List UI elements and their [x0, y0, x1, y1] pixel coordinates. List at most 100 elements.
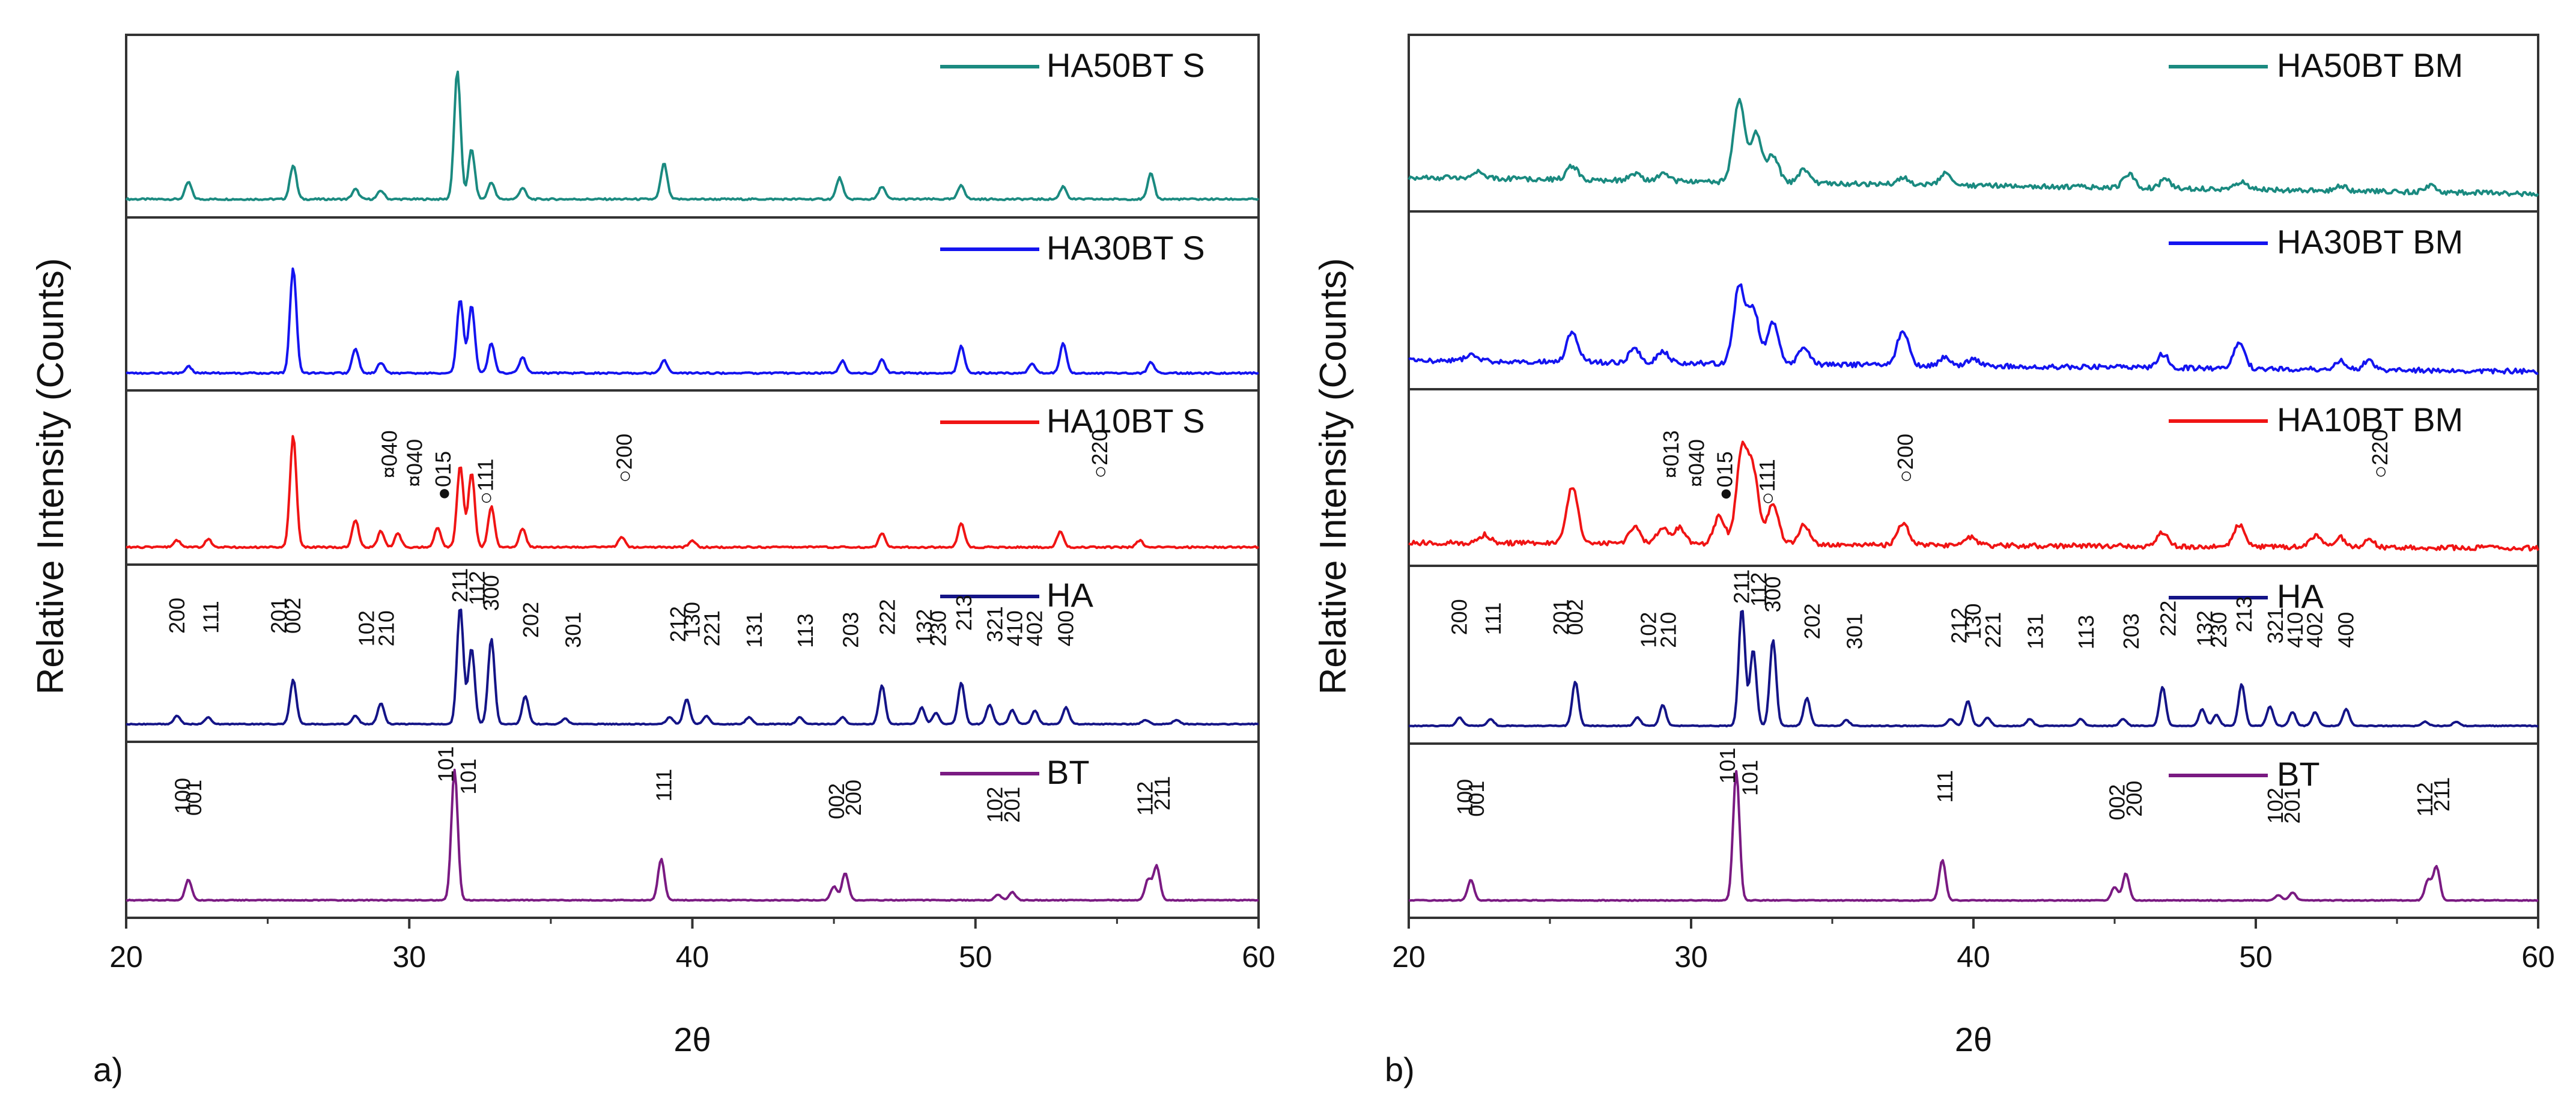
hkl-label: 410: [2283, 612, 2307, 648]
hkl-label: 112: [1746, 572, 1771, 607]
x-tick-label: 50: [2239, 940, 2273, 974]
hkl-label: 212: [1947, 608, 1972, 644]
hkl-label: 211: [1730, 569, 1754, 604]
hkl-label: 002: [824, 783, 849, 819]
series-line-ha10bt-bm: [1408, 440, 2539, 552]
hkl-label: 102: [354, 610, 379, 646]
hkl-label: 113: [793, 613, 818, 648]
hkl-label: 300: [1760, 577, 1785, 613]
hkl-label: 200: [841, 780, 866, 816]
hkl-label: 102: [2263, 787, 2288, 824]
hkl-label: 002: [2105, 784, 2130, 820]
hkl-label: 400: [1054, 610, 1078, 646]
hkl-label: 203: [2119, 613, 2143, 649]
y-axis-label: Relative Intensity (Counts): [1313, 258, 1354, 694]
legend-label: HA: [1046, 576, 1093, 614]
hkl-label: 111: [198, 601, 223, 634]
hkl-label: 111: [651, 769, 676, 802]
hkl-label: 113: [2074, 615, 2098, 649]
x-tick-label: 50: [959, 940, 992, 974]
hkl-label: 230: [2207, 612, 2231, 648]
hkl-label: 101: [1715, 748, 1740, 784]
hkl-label: 131: [2023, 613, 2047, 649]
phase-annotation: ○220: [2368, 429, 2392, 479]
hkl-label: 211: [1150, 776, 1174, 810]
panel-tag: b): [1385, 1051, 1415, 1088]
hkl-label: 001: [181, 780, 206, 816]
series-line-bt: [126, 768, 1259, 902]
hkl-label: 101: [434, 746, 458, 782]
hkl-label: 100: [1453, 779, 1477, 815]
hkl-label: 002: [1563, 599, 1587, 635]
hkl-label: 230: [926, 610, 951, 646]
hkl-label: 201: [2280, 787, 2304, 824]
hkl-label: 321: [2263, 608, 2288, 644]
hkl-label: 130: [680, 602, 705, 638]
hkl-label: 201: [1000, 787, 1024, 823]
phase-annotation: ○200: [1893, 434, 1918, 483]
panel-b: 20 30 40 50 60 2θ Relative Intensity (Counts) b…: [1313, 34, 2555, 1088]
x-tick-label: 20: [109, 940, 143, 974]
hkl-label: 202: [1800, 603, 1824, 639]
y-axis-label: Relative Intensity (Counts): [30, 258, 71, 694]
phase-annotation: ¤040: [402, 439, 427, 487]
hkl-label: 221: [1981, 612, 2005, 648]
legend-label: BT: [2277, 755, 2320, 793]
x-tick-label: 40: [1957, 940, 1990, 974]
hkl-label: 101: [1738, 760, 1763, 796]
legend-label: HA10BT S: [1046, 402, 1205, 440]
hkl-label: 300: [479, 575, 503, 611]
phase-annotation: ●015: [431, 451, 455, 500]
hkl-label: 201: [1549, 599, 1573, 635]
hkl-label: 100: [170, 778, 195, 814]
legend-label: HA50BT S: [1046, 46, 1205, 84]
legend-label: HA30BT S: [1046, 229, 1205, 267]
series-line-ha30bt-s: [126, 267, 1259, 375]
hkl-label: 402: [2303, 612, 2327, 648]
hkl-label: 200: [165, 598, 189, 634]
series-line-ha50bt-bm: [1408, 97, 2539, 198]
phase-annotation: ¤013: [1659, 430, 1683, 478]
phase-annotation: ●015: [1712, 451, 1737, 500]
hkl-label: 301: [1842, 613, 1867, 649]
hkl-label: 132: [2192, 610, 2217, 646]
phase-annotation: ¤040: [1684, 439, 1709, 487]
hkl-label: 211: [448, 568, 472, 602]
hkl-label: 111: [1933, 770, 1957, 803]
phase-annotation: ¤040: [377, 430, 401, 478]
hkl-label: 410: [1003, 610, 1027, 646]
x-axis-label: 2θ: [673, 1021, 711, 1058]
hkl-label: 200: [1447, 599, 1472, 635]
hkl-label: 202: [518, 602, 543, 638]
x-tick-label: 40: [676, 940, 709, 974]
phase-annotation: ○111: [473, 459, 498, 505]
legend-label: HA: [2277, 577, 2324, 615]
hkl-label: 402: [1022, 610, 1047, 646]
hkl-label: 221: [700, 610, 724, 646]
hkl-label: 201: [267, 598, 291, 634]
hkl-label: 130: [1961, 603, 1985, 639]
hkl-label: 321: [983, 606, 1007, 642]
hkl-label: 131: [742, 612, 767, 648]
hkl-label: 213: [952, 595, 976, 631]
hkl-label: 102: [1636, 612, 1661, 648]
hkl-label: 101: [456, 759, 481, 795]
hkl-label: 102: [983, 787, 1007, 823]
phase-annotation: ○111: [1755, 459, 1779, 505]
x-tick-label: 60: [1242, 940, 1275, 974]
x-tick-label: 60: [2521, 940, 2555, 974]
hkl-label: 222: [2155, 601, 2180, 637]
phase-annotation: ○220: [1087, 429, 1112, 479]
hkl-label: 112: [2413, 782, 2437, 816]
hkl-label: 210: [374, 610, 399, 646]
hkl-label: 132: [912, 609, 937, 645]
hkl-label: 111: [1481, 602, 1505, 635]
hkl-label: 211: [2429, 777, 2454, 811]
panel-tag: a): [93, 1051, 123, 1088]
x-tick-label: 20: [1392, 940, 1426, 974]
legend-label: HA10BT BM: [2277, 401, 2463, 438]
hkl-label: 001: [1464, 781, 1489, 817]
hkl-label: 213: [2232, 596, 2256, 632]
hkl-label: 222: [875, 599, 900, 635]
